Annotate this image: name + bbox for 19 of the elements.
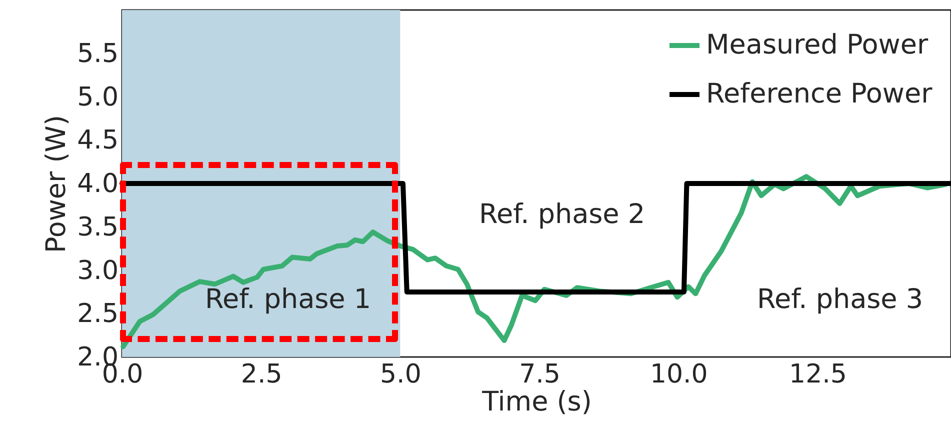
x-tick-label: 10.0: [650, 360, 708, 390]
x-tick-label: 2.5: [240, 360, 282, 390]
y-tick-label: 5.5: [77, 38, 118, 69]
x-axis-title: Time (s): [481, 386, 592, 418]
legend-label: Reference Power: [706, 78, 934, 110]
y-tick-label: 4.0: [77, 169, 118, 199]
annotation: Ref. phase 2: [478, 199, 646, 230]
legend-label: Measured Power: [706, 30, 930, 60]
y-tick-label: 2.5: [77, 299, 118, 330]
y-tick-label: 3.0: [77, 256, 118, 286]
annotation: Ref. phase 3: [756, 284, 924, 315]
y-tick-label: 5.0: [77, 82, 118, 112]
y-axis-title: Power (W): [41, 115, 72, 253]
x-tick-label: 12.5: [789, 360, 847, 390]
x-tick-label: 7.5: [519, 360, 560, 390]
x-tick-label: 5.0: [380, 360, 422, 390]
annotation: Ref. phase 1: [204, 284, 372, 315]
y-tick-label: 3.5: [77, 212, 118, 242]
y-tick-label: 4.5: [77, 126, 118, 156]
